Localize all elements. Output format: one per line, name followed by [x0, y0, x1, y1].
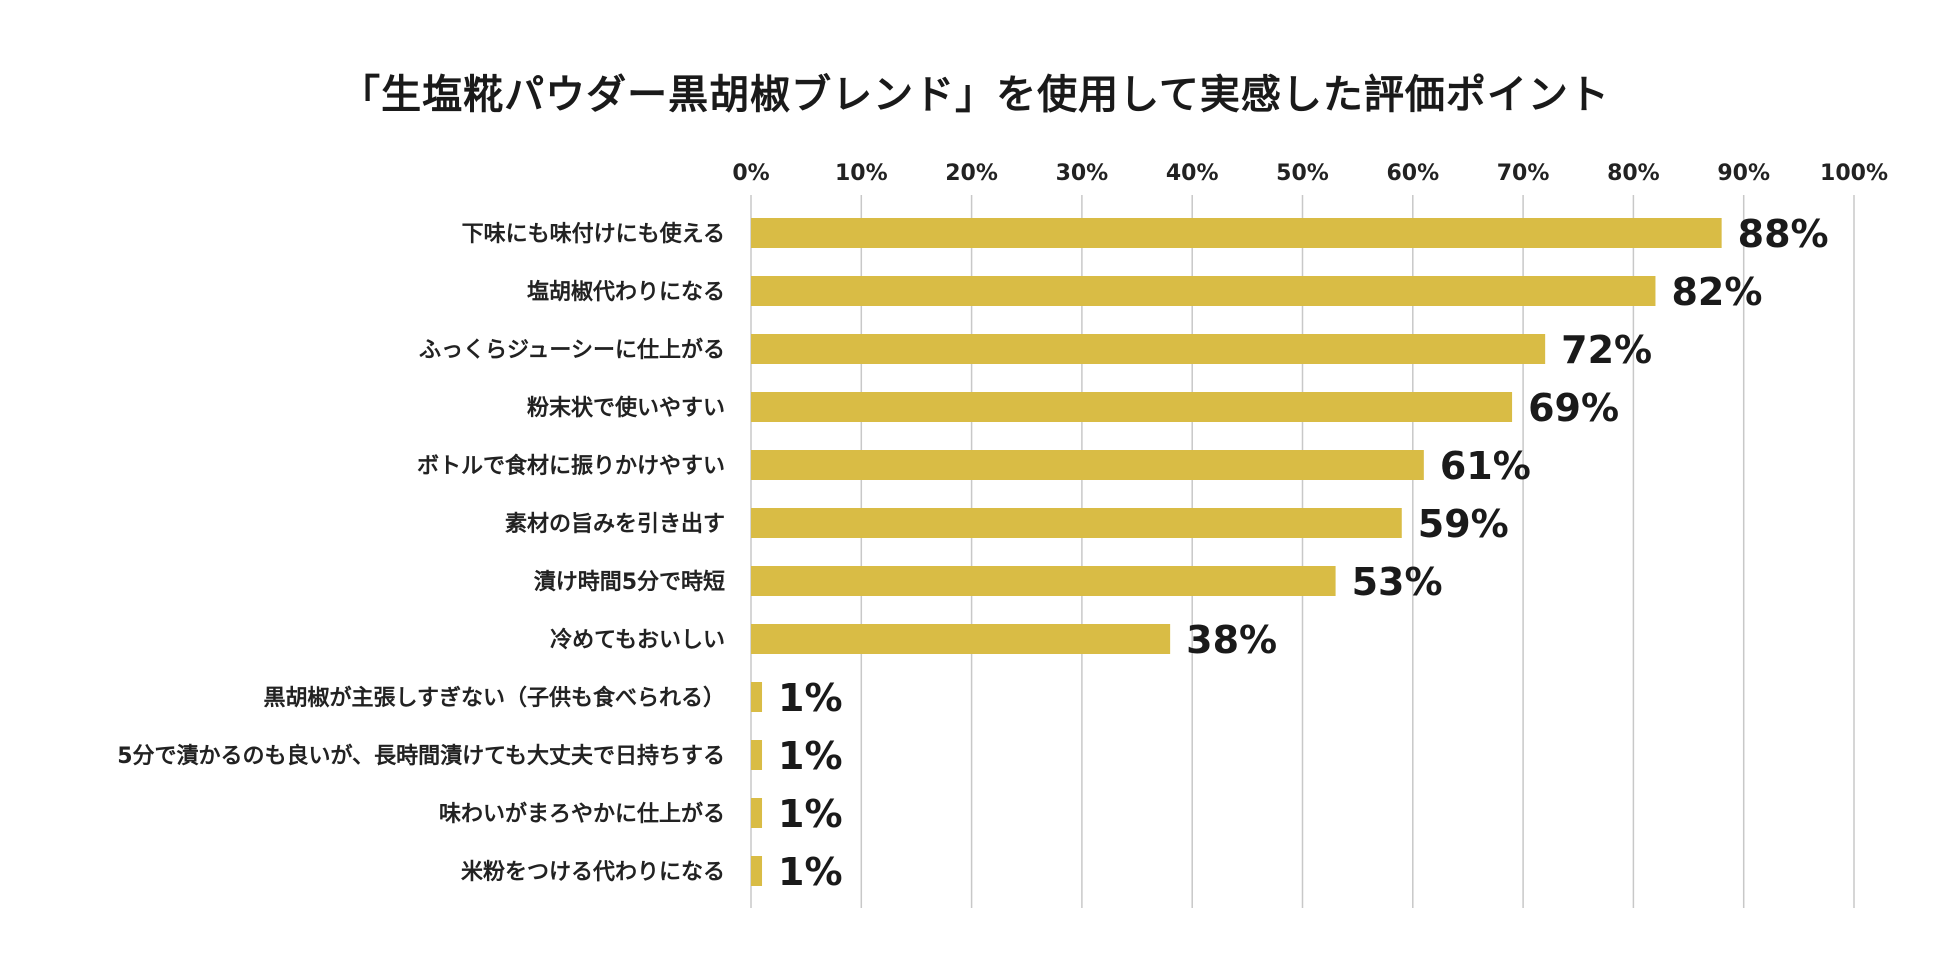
category-label: 下味にも味付けにも使える	[462, 222, 725, 247]
x-tick-label: 60%	[1386, 161, 1439, 186]
category-label: 5分で漬かるのも良いが、長時間漬けても大丈夫で日持ちする	[117, 743, 725, 769]
x-axis-ticks: 0% 10% 20% 30% 40% 50% 60% 70% 80% 90% 100%	[732, 161, 1888, 186]
value-label: 59%	[1418, 502, 1509, 546]
bar	[751, 566, 1336, 596]
chart-title: 「生塩糀パウダー黒胡椒ブレンド」を使用して実感した評価ポイント	[340, 72, 1610, 118]
value-label: 1%	[778, 850, 843, 894]
x-tick-label: 70%	[1497, 161, 1550, 186]
grid-layer	[750, 195, 1855, 908]
x-tick-label: 80%	[1607, 161, 1660, 186]
x-tick-label: 0%	[732, 161, 769, 186]
value-label: 72%	[1561, 328, 1652, 372]
category-label: 味わいがまろやかに仕上がる	[439, 801, 725, 827]
value-label: 1%	[778, 792, 843, 836]
category-label: ふっくらジューシーに仕上がる	[419, 337, 725, 363]
value-label: 69%	[1528, 386, 1619, 430]
bar	[751, 682, 763, 712]
bar	[751, 276, 1656, 306]
bar	[751, 798, 763, 828]
x-tick-label: 90%	[1717, 161, 1770, 186]
bar	[751, 856, 763, 886]
bar	[751, 624, 1171, 654]
x-tick-label: 50%	[1276, 161, 1329, 186]
x-tick-label: 40%	[1166, 161, 1219, 186]
category-label: 漬け時間5分で時短	[534, 570, 725, 595]
category-label: ボトルで食材に振りかけやすい	[417, 453, 725, 479]
value-label: 38%	[1186, 618, 1277, 662]
value-label: 88%	[1738, 212, 1829, 256]
value-labels: 88% 82% 72% 69% 61% 59% 53% 38% 1% 1% 1% 1%	[778, 212, 1829, 894]
category-label: 米粉をつける代わりになる	[461, 860, 725, 885]
bar	[751, 334, 1546, 364]
category-labels: 下味にも味付けにも使える塩胡椒代わりになるふっくらジューシーに仕上がる粉末状で使…	[117, 222, 725, 885]
category-label: 粉末状で使いやすい	[527, 396, 725, 421]
category-label: 冷めてもおいしい	[550, 627, 725, 653]
bar	[751, 392, 1513, 422]
bar	[751, 740, 763, 770]
value-label: 53%	[1352, 560, 1443, 604]
x-tick-label: 10%	[835, 161, 888, 186]
x-tick-label: 20%	[945, 161, 998, 186]
category-label: 塩胡椒代わりになる	[527, 279, 725, 305]
x-tick-label: 30%	[1056, 161, 1109, 186]
value-label: 61%	[1440, 444, 1531, 488]
bar	[751, 218, 1722, 248]
category-label: 黒胡椒が主張しすぎない（子供も食べられる）	[263, 685, 725, 711]
bar	[751, 450, 1424, 480]
bars	[751, 218, 1722, 886]
value-label: 1%	[778, 734, 843, 778]
bar	[751, 508, 1402, 538]
category-label: 素材の旨みを引き出す	[505, 511, 725, 537]
value-label: 1%	[778, 676, 843, 720]
x-tick-label: 100%	[1820, 161, 1888, 186]
value-label: 82%	[1671, 270, 1762, 314]
